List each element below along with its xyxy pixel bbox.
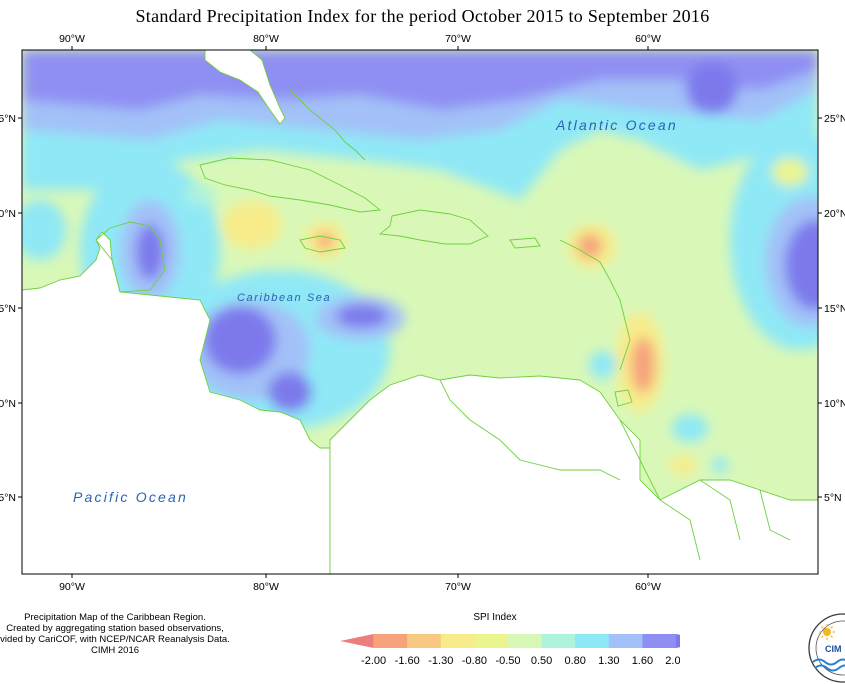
spi-zone-jamaica-core [317, 233, 333, 249]
top-lon-label: 70°W [445, 33, 471, 45]
logo-outer-ring [808, 613, 845, 683]
left-lat-label: 25°N [0, 113, 16, 125]
caribbean-sea-label: Caribbean Sea [237, 292, 331, 304]
spi-zone-atlantic-blue [600, 160, 700, 240]
spi-zone-atlantic-wet-cell [686, 62, 738, 114]
spi-map: 90°W 80°W 70°W 60°W 90°W 80°W 70°W 60°W … [0, 33, 845, 593]
right-lat-label: 5°N [824, 492, 842, 504]
spi-zone-guiana-cyan [672, 414, 708, 442]
legend-swatch [407, 634, 442, 648]
spi-zone-gulf-purple [136, 224, 164, 280]
legend-swatch [508, 634, 543, 648]
credit-line: Precipitation Map of the Caribbean Regio… [24, 612, 206, 623]
puerto-rico-outline [509, 237, 541, 249]
legend-swatch [608, 634, 643, 648]
legend-swatch [373, 634, 408, 648]
tick-marks [18, 46, 822, 578]
right-lat-label: 25°N [824, 113, 845, 125]
land-yucatan [95, 221, 166, 293]
island-outlines [199, 89, 791, 561]
spi-legend: -2.00 -1.60 -1.30 -0.80 -0.50 0.50 0.80 1.30 1.6… [340, 634, 680, 667]
legend-tick-label: -2.00 [361, 655, 386, 667]
left-lat-label: 20°N [0, 208, 16, 220]
cimh-logo: CIM [808, 613, 845, 683]
legend-tick-label: 0.80 [564, 655, 585, 667]
top-lon-label: 60°W [635, 33, 661, 45]
jamaica-outline [299, 235, 346, 253]
legend-tick-label: -0.80 [462, 655, 487, 667]
pacific-ocean-label: Pacific Ocean [73, 489, 188, 505]
credit-line: CIMH 2016 [90, 645, 140, 656]
right-lat-label: 15°N [824, 303, 845, 315]
top-lon-label: 80°W [253, 33, 279, 45]
land-florida [204, 50, 286, 125]
hispaniola-outline [378, 209, 489, 245]
legend-swatch [676, 634, 680, 648]
bottom-lon-label: 60°W [635, 581, 661, 593]
land-central-america [22, 231, 331, 574]
legend-swatch [541, 634, 576, 648]
left-lat-label: 10°N [0, 398, 16, 410]
bottom-lon-label: 90°W [59, 581, 85, 593]
top-lon-label: 90°W [59, 33, 85, 45]
spi-zone-leeward-core [578, 234, 602, 258]
legend-swatch [440, 634, 475, 648]
legend-swatch [575, 634, 610, 648]
logo-text: CIM [825, 644, 842, 654]
bottom-lon-label: 70°W [445, 581, 471, 593]
atlantic-ocean-label: Atlantic Ocean [555, 117, 678, 133]
spi-zone-cuba-cyan [184, 185, 216, 205]
spi-zone-pacific-cyan [22, 200, 66, 260]
legend-tick-label: -1.60 [395, 655, 420, 667]
legend-tick-label: 2.00 [665, 655, 680, 667]
spi-zone-barbados-cyan [589, 351, 617, 379]
cuba-outline [199, 157, 382, 213]
right-lat-label: 10°N [824, 398, 845, 410]
guiana-borders [619, 419, 791, 561]
bahamas-outline [289, 89, 366, 161]
spi-zone-west-carib-purple [204, 306, 276, 374]
bottom-lon-label: 80°W [253, 581, 279, 593]
right-lat-label: 20°N [824, 208, 845, 220]
left-lat-label: 15°N [0, 303, 16, 315]
legend-tick-label: 0.50 [531, 655, 552, 667]
legend-title: SPI Index [473, 612, 517, 623]
left-lat-label: 5°N [0, 492, 16, 504]
sun-icon [819, 624, 835, 640]
land-mask [22, 50, 818, 574]
spi-zone-windward-core [631, 337, 655, 393]
legend-tick-label: -0.50 [495, 655, 520, 667]
wave-icon [814, 664, 845, 672]
trinidad-outline [614, 389, 633, 407]
logo-inner-ring [815, 620, 845, 676]
wave-icon [812, 658, 845, 666]
credit-line: vided by CariCOF, with NCEP/NCAR Reanaly… [0, 634, 230, 645]
lesser-antilles-outline [559, 239, 631, 371]
venezuela-borders [439, 379, 621, 481]
spi-zone-venezuela-cyan [712, 457, 728, 473]
legend-swatch [642, 634, 677, 648]
spi-zone-central-carib-purple [336, 304, 388, 328]
map-credits: Precipitation Map of the Caribbean Regio… [0, 612, 230, 656]
legend-swatch [340, 634, 374, 648]
legend-swatch [474, 634, 509, 648]
map-frame [21, 49, 819, 575]
credit-line: Created by aggregating station based obs… [6, 623, 224, 634]
spi-zone-east-purple [785, 220, 818, 310]
spi-zone-guiana-yellow [669, 455, 697, 475]
spi-zone-south-carib-purple [268, 372, 312, 412]
legend-tick-label: 1.60 [632, 655, 653, 667]
spi-zone-east-yellow-cell [772, 158, 808, 186]
legend-tick-label: -1.30 [428, 655, 453, 667]
map-title: Standard Precipitation Index for the per… [135, 6, 710, 26]
spi-zone-cuba-dry [222, 201, 282, 249]
legend-tick-label: 1.30 [598, 655, 619, 667]
